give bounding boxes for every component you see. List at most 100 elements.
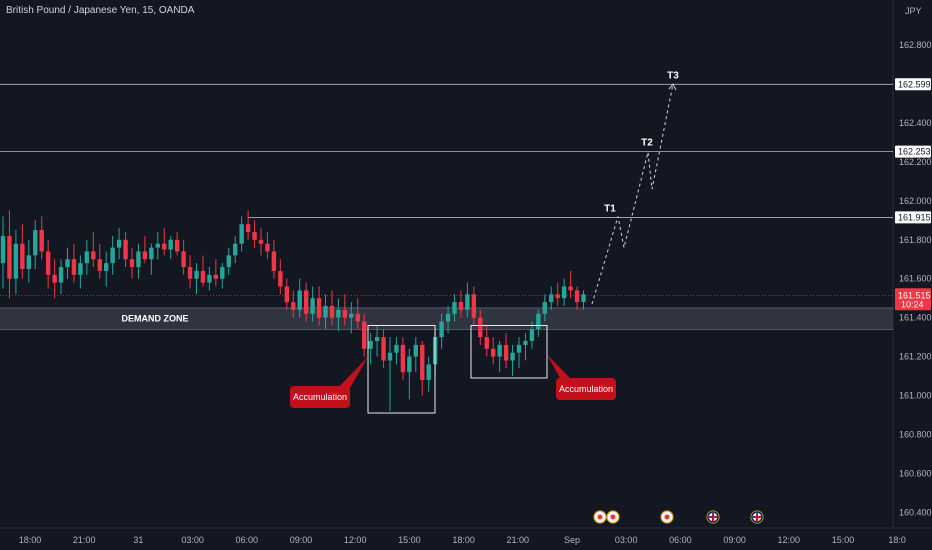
candle-body <box>155 243 160 248</box>
candle-body <box>162 243 167 250</box>
candle-body <box>394 344 399 353</box>
y-tick-label: 162.200 <box>899 157 932 167</box>
candle-body <box>355 313 360 322</box>
candle-body <box>142 251 148 260</box>
candle-body <box>336 309 341 318</box>
candle-body <box>536 313 541 330</box>
candle-body <box>342 309 348 318</box>
x-tick-label: 12:00 <box>344 535 367 545</box>
candle-body <box>213 274 219 279</box>
candle-body <box>71 259 77 275</box>
candle-body <box>116 239 122 248</box>
uk-flag-ring <box>751 511 763 523</box>
x-tick-label: 15:00 <box>398 535 421 545</box>
x-tick-label: 12:00 <box>778 535 801 545</box>
candle-body <box>278 270 283 287</box>
candle-body <box>271 251 277 271</box>
candle-body <box>452 302 457 314</box>
candle-body <box>233 243 238 256</box>
y-tick-label: 160.400 <box>899 507 932 517</box>
price-level-tag <box>895 145 931 158</box>
projection-path <box>591 84 674 305</box>
candle-body <box>497 344 502 357</box>
candle-body <box>291 302 296 310</box>
candle-body <box>420 344 425 380</box>
x-tick-label: 18:00 <box>19 535 42 545</box>
candle-body <box>529 329 535 342</box>
target-label: T3 <box>667 70 679 81</box>
y-tick-label: 162.000 <box>899 196 932 206</box>
x-tick-label: 15:00 <box>832 535 855 545</box>
candle-body <box>368 341 373 349</box>
event-dot <box>664 514 670 520</box>
x-tick-label: 31 <box>133 535 143 545</box>
candle-body <box>91 251 96 260</box>
candle-body <box>187 267 193 279</box>
candle-body <box>349 313 354 318</box>
accumulation-label: Accumulation <box>559 384 613 394</box>
current-price-countdown: 10:24 <box>901 299 924 309</box>
candle-body <box>149 247 154 260</box>
candle-body <box>20 243 25 269</box>
x-tick-label: 09:00 <box>723 535 746 545</box>
price-level-value: 162.599 <box>898 79 931 89</box>
candle-body <box>239 224 244 244</box>
candle-body <box>387 352 393 361</box>
current-price-tag <box>895 288 931 311</box>
candle-body <box>581 294 586 303</box>
x-tick-label: 09:00 <box>290 535 313 545</box>
candle-body <box>568 286 573 291</box>
candle-body <box>374 337 380 342</box>
candle-body <box>207 274 212 283</box>
candle-body <box>542 302 547 314</box>
candle-body <box>297 290 302 310</box>
event-dot <box>597 514 603 520</box>
candle-body <box>471 294 477 318</box>
candle-body <box>258 239 264 244</box>
uk-flag-ring <box>707 511 719 523</box>
accumulation-pointer <box>340 356 368 395</box>
candle-body <box>0 235 6 264</box>
candle-body <box>104 263 109 271</box>
candle-body <box>503 344 509 361</box>
candle-body <box>52 274 57 283</box>
x-tick-label: 21:00 <box>73 535 96 545</box>
candle-body <box>445 313 451 322</box>
candle-body <box>510 352 515 361</box>
candle-body <box>174 239 180 252</box>
candle-body <box>310 298 315 314</box>
x-tick-label: 21:00 <box>507 535 530 545</box>
accumulation-label: Accumulation <box>293 392 347 402</box>
candle-body <box>400 344 406 373</box>
chart-title: British Pound / Japanese Yen, 15, OANDA <box>6 5 195 16</box>
candle-body <box>181 251 186 268</box>
price-level-value: 162.253 <box>898 147 931 157</box>
candle-body <box>168 239 173 250</box>
candle-body <box>407 356 412 373</box>
y-tick-label: 161.200 <box>899 352 932 362</box>
candle-body <box>26 255 31 269</box>
candle-body <box>110 247 115 264</box>
x-tick-label: 18:0 <box>888 535 906 545</box>
candle-body <box>194 270 199 279</box>
candle-body <box>323 305 328 318</box>
candle-body <box>413 344 418 357</box>
candle-body <box>265 243 270 252</box>
candle-body <box>123 239 128 260</box>
x-tick-label: 03:00 <box>615 535 638 545</box>
x-tick-label: 03:00 <box>181 535 204 545</box>
candle-body <box>136 251 141 268</box>
candle-body <box>478 317 483 338</box>
candle-body <box>574 290 580 303</box>
accumulation-label-box <box>290 386 350 408</box>
candle-body <box>226 255 231 268</box>
target-label: T2 <box>641 138 653 149</box>
candle-body <box>549 294 554 303</box>
candle-body <box>465 294 470 310</box>
demand-zone-label: DEMAND ZONE <box>122 314 189 324</box>
y-tick-label: 160.600 <box>899 468 932 478</box>
candle-body <box>381 337 386 361</box>
candle-body <box>33 230 38 256</box>
candle-body <box>45 251 51 275</box>
